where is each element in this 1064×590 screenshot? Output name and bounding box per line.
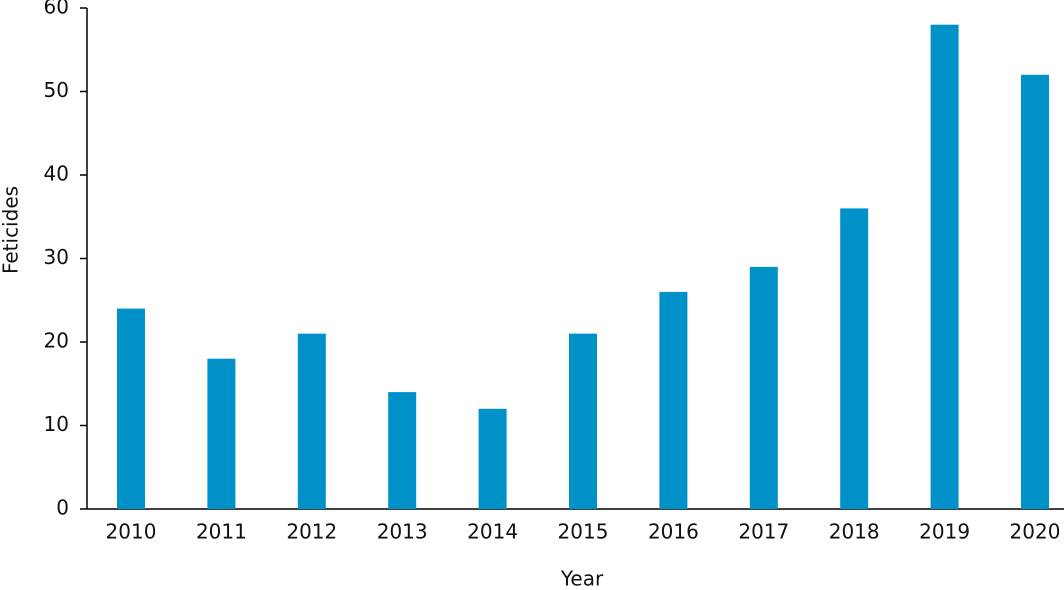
y-tick-label: 50 bbox=[44, 78, 69, 102]
bar bbox=[297, 333, 326, 509]
x-tick-label: 2020 bbox=[1010, 520, 1061, 544]
x-tick-label: 2013 bbox=[377, 520, 428, 544]
bar bbox=[659, 291, 688, 509]
bar bbox=[569, 333, 597, 509]
x-tick-label: 2017 bbox=[738, 520, 789, 544]
x-tick-label: 2018 bbox=[829, 520, 880, 544]
y-tick-label: 10 bbox=[44, 412, 69, 436]
bar bbox=[840, 208, 869, 509]
bar bbox=[388, 392, 417, 509]
bar bbox=[478, 408, 507, 509]
bar bbox=[930, 24, 959, 509]
x-tick-label: 2016 bbox=[648, 520, 699, 544]
x-axis-label: Year bbox=[560, 567, 604, 590]
y-tick-label: 40 bbox=[44, 162, 69, 186]
y-tick-label: 60 bbox=[44, 0, 69, 19]
bar bbox=[117, 308, 145, 509]
bar bbox=[207, 358, 236, 509]
bar bbox=[1021, 74, 1049, 510]
y-axis-label: Feticides bbox=[0, 186, 23, 274]
x-tick-label: 2019 bbox=[919, 520, 970, 544]
x-tick-label: 2014 bbox=[467, 520, 518, 544]
x-tick-label: 2011 bbox=[196, 520, 247, 544]
bar bbox=[749, 266, 778, 509]
y-tick-label: 20 bbox=[44, 329, 69, 353]
x-tick-label: 2015 bbox=[558, 520, 609, 544]
x-tick-label: 2012 bbox=[286, 520, 337, 544]
y-tick-label: 30 bbox=[44, 245, 69, 269]
y-tick-label: 0 bbox=[56, 496, 69, 520]
x-tick-label: 2010 bbox=[106, 520, 157, 544]
